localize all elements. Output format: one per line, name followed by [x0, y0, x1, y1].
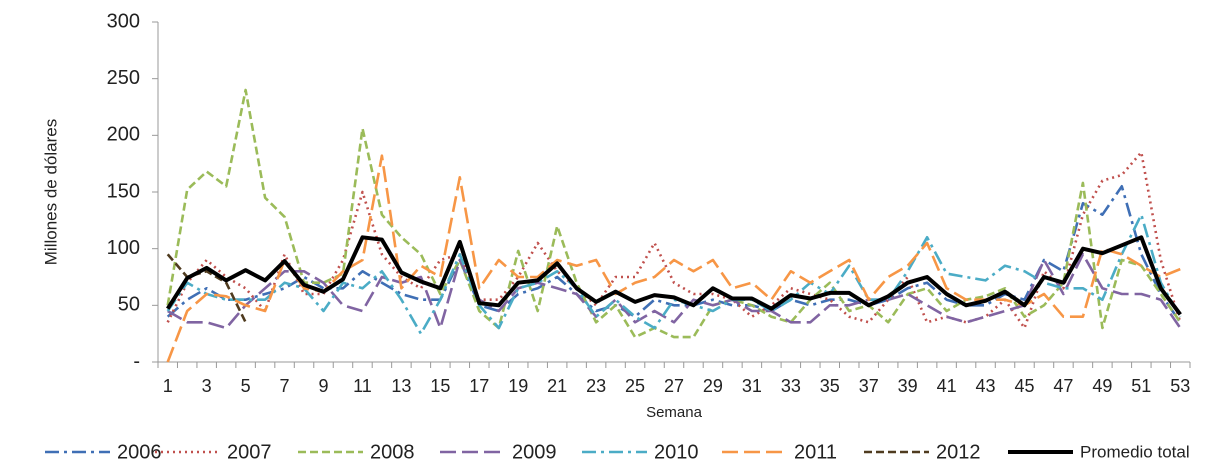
- legend-label: 2007: [227, 441, 272, 463]
- series-line: [167, 253, 1182, 330]
- legend-label: 2009: [512, 441, 557, 463]
- x-tick-label: 31: [742, 376, 762, 396]
- x-tick-label: 27: [664, 376, 684, 396]
- y-tick-label: 150: [107, 180, 140, 202]
- x-tick-label: 23: [586, 376, 606, 396]
- x-tick-label: 51: [1131, 376, 1151, 396]
- y-tick-label: 100: [107, 237, 140, 259]
- x-tick-label: 53: [1170, 376, 1190, 396]
- x-tick-label: 33: [781, 376, 801, 396]
- x-tick-label: 47: [1053, 376, 1073, 396]
- x-tick-label: 15: [430, 376, 450, 396]
- legend-label: 2012: [936, 441, 981, 463]
- x-tick-label: 43: [976, 376, 996, 396]
- x-tick-label: 17: [469, 376, 489, 396]
- x-tick-label: 13: [391, 376, 411, 396]
- series-line: [166, 253, 247, 323]
- x-tick-label: 9: [319, 376, 329, 396]
- series-line: [166, 235, 1182, 316]
- x-tick-label: 7: [280, 376, 290, 396]
- y-tick-label: 250: [107, 67, 140, 89]
- x-tick-label: 19: [508, 376, 528, 396]
- legend-label: 2006: [117, 441, 162, 463]
- legend-label: 2008: [370, 441, 415, 463]
- legend-label: Promedio total: [1080, 442, 1190, 461]
- x-tick-label: 29: [703, 376, 723, 396]
- x-tick-label: 35: [820, 376, 840, 396]
- y-tick-label: 200: [107, 124, 140, 146]
- series-line: [166, 151, 1182, 330]
- y-tick-label: -: [133, 350, 140, 372]
- x-tick-label: 25: [625, 376, 645, 396]
- x-tick-label: 21: [547, 376, 567, 396]
- x-tick-label: 45: [1014, 376, 1034, 396]
- x-tick-label: 37: [859, 376, 879, 396]
- series-line: [166, 213, 1182, 335]
- x-tick-label: 41: [937, 376, 957, 396]
- x-tick-label: 39: [898, 376, 918, 396]
- x-tick-label: 5: [241, 376, 251, 396]
- y-axis-label: Millones de dólares: [41, 119, 60, 265]
- x-tick-label: 1: [163, 376, 173, 396]
- y-tick-label: 50: [118, 294, 140, 316]
- x-tick-label: 3: [202, 376, 212, 396]
- y-tick-label: 300: [107, 10, 140, 32]
- series-line: [166, 154, 1181, 363]
- legend-label: 2010: [654, 441, 699, 463]
- x-tick-label: 49: [1092, 376, 1112, 396]
- x-tick-label: 11: [353, 376, 372, 396]
- series-line: [166, 185, 1182, 324]
- x-axis-label: Semana: [646, 404, 703, 421]
- legend-label: 2011: [794, 441, 837, 463]
